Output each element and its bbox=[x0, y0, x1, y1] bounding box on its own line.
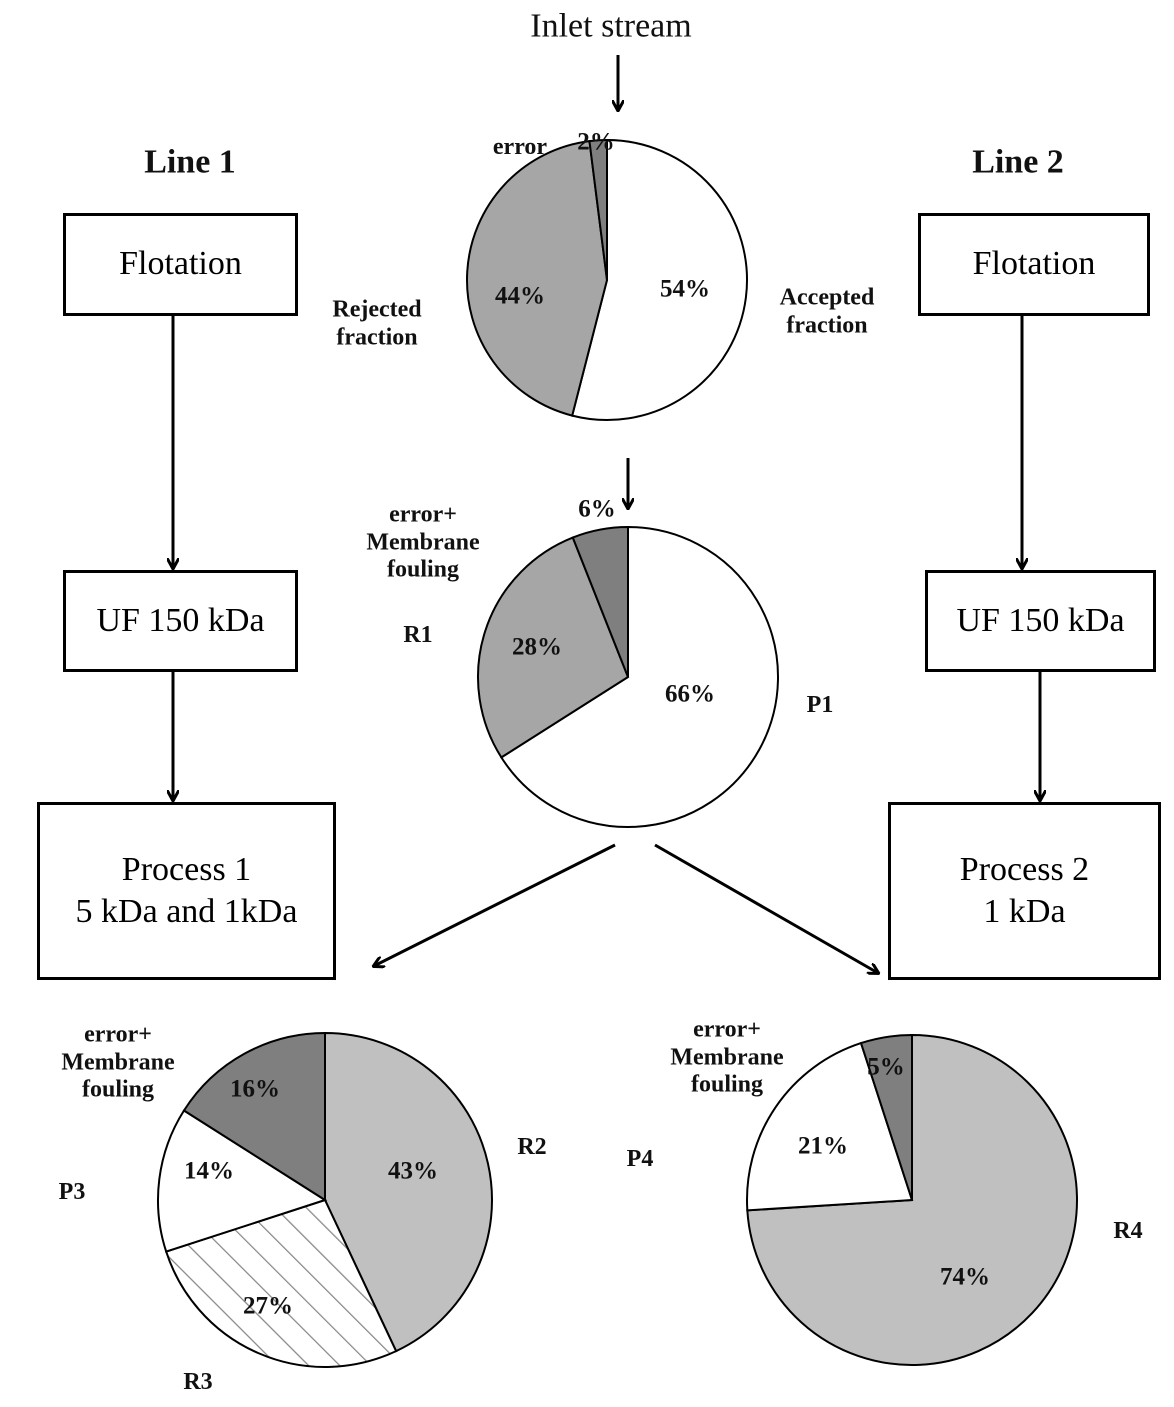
value-label: 44% bbox=[495, 282, 545, 310]
value-label: 16% bbox=[230, 1075, 280, 1103]
line-title: Line 1 bbox=[144, 143, 236, 181]
arrow bbox=[654, 843, 878, 973]
slice-label: error bbox=[492, 134, 548, 161]
slice-label: R2 bbox=[517, 1134, 547, 1161]
value-label: 28% bbox=[512, 633, 562, 661]
process-box: Process 1 5 kDa and 1kDa bbox=[37, 802, 336, 980]
pie-slice bbox=[324, 1031, 493, 1353]
arrows bbox=[173, 55, 1040, 973]
slice-label: Rejected fraction bbox=[332, 296, 422, 350]
value-label: 14% bbox=[184, 1157, 234, 1185]
slice-label: R1 bbox=[403, 622, 433, 649]
value-label: 6% bbox=[578, 495, 616, 523]
line-title: Line 2 bbox=[972, 143, 1064, 181]
process-box: Flotation bbox=[918, 213, 1150, 316]
inlet-label: Inlet stream bbox=[530, 7, 692, 45]
process-box: UF 150 kDa bbox=[63, 570, 298, 672]
pie-slice bbox=[477, 536, 630, 759]
slice-label: error+ Membrane fouling bbox=[366, 501, 480, 583]
pie-slice bbox=[746, 1041, 914, 1212]
slice-label: R4 bbox=[1113, 1218, 1143, 1245]
pie-slice bbox=[157, 1109, 328, 1253]
process-box: UF 150 kDa bbox=[925, 570, 1156, 672]
process-box: Flotation bbox=[63, 213, 298, 316]
slice-label: P1 bbox=[806, 692, 834, 719]
value-label: 54% bbox=[660, 275, 710, 303]
value-label: 66% bbox=[665, 680, 715, 708]
slice-label: P4 bbox=[626, 1146, 654, 1173]
pie-slice bbox=[571, 525, 629, 678]
pie-slice bbox=[588, 138, 608, 281]
value-label: 21% bbox=[798, 1132, 848, 1160]
slice-label: R3 bbox=[183, 1369, 213, 1396]
value-label: 27% bbox=[243, 1292, 293, 1320]
value-label: 43% bbox=[388, 1157, 438, 1185]
value-label: 74% bbox=[940, 1263, 990, 1291]
value-label: 2% bbox=[577, 128, 615, 156]
slice-label: Accepted fraction bbox=[779, 284, 875, 338]
process-box: Process 2 1 kDa bbox=[888, 802, 1161, 980]
pie-slice bbox=[182, 1031, 326, 1202]
pie-slice bbox=[466, 139, 609, 417]
slice-label: error+ Membrane fouling bbox=[61, 1021, 175, 1103]
slice-label: error+ Membrane fouling bbox=[670, 1016, 784, 1098]
slice-label: P3 bbox=[58, 1179, 86, 1206]
arrow bbox=[374, 843, 616, 966]
pie-slice bbox=[499, 525, 779, 828]
pie-slice bbox=[859, 1033, 913, 1201]
value-label: 5% bbox=[867, 1053, 905, 1081]
pie-slice bbox=[164, 1198, 398, 1369]
pie-slice bbox=[570, 138, 748, 421]
